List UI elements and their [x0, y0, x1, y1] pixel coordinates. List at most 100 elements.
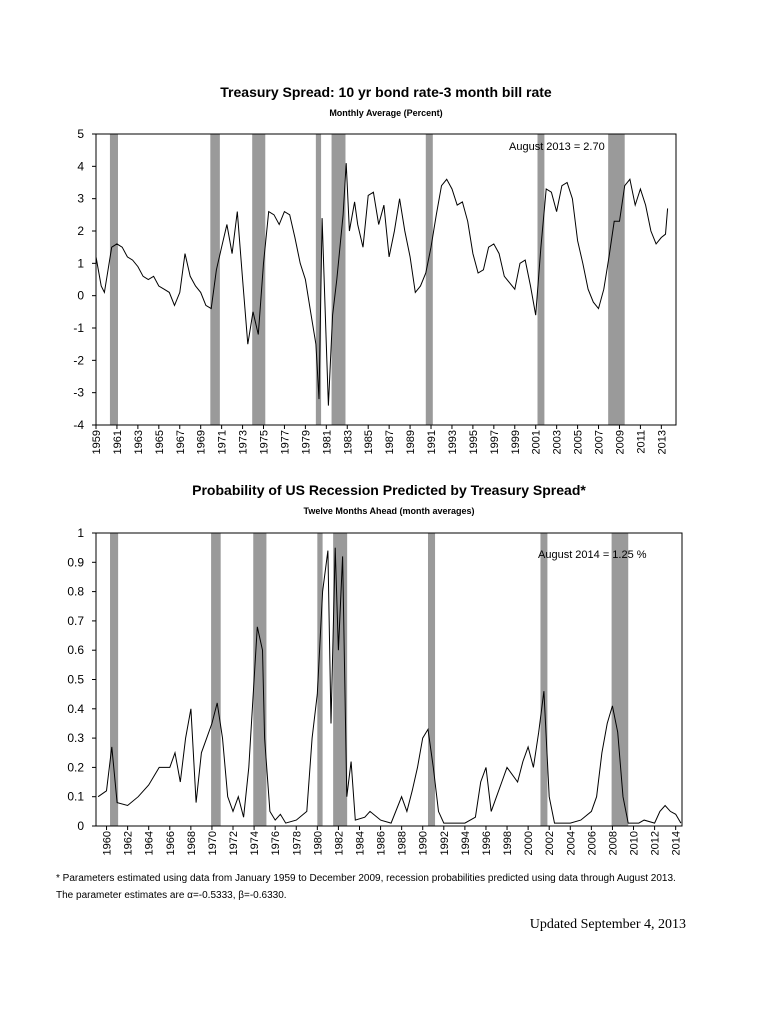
x-tick-label: 1987	[384, 430, 396, 454]
y-tick-label: 2	[77, 224, 84, 238]
x-tick-label: 1984	[354, 831, 366, 855]
x-tick-label: 2012	[650, 831, 662, 855]
recession-band	[425, 134, 433, 425]
y-tick-label: 5	[77, 127, 84, 141]
x-tick-label: 2001	[531, 430, 543, 454]
x-tick-label: 1959	[91, 430, 103, 454]
x-tick-label: 1993	[447, 430, 459, 454]
recession-band	[611, 533, 629, 826]
x-tick-label: 2003	[552, 430, 564, 454]
x-tick-label: 1975	[259, 430, 271, 454]
x-tick-label: 1991	[426, 430, 438, 454]
y-tick-label: 4	[77, 159, 84, 173]
recession-band	[317, 533, 323, 826]
x-tick-label: 2011	[635, 430, 647, 454]
data-line	[97, 547, 682, 824]
x-tick-label: 1981	[321, 430, 333, 454]
annotation: August 2014 = 1.25 %	[538, 549, 647, 561]
chart-title: Probability of US Recession Predicted by…	[192, 482, 586, 498]
x-tick-label: 1964	[144, 831, 156, 855]
y-tick-label: 0.6	[67, 643, 84, 657]
x-tick-label: 1980	[312, 831, 324, 855]
chart-subtitle: Twelve Months Ahead (month averages)	[303, 506, 474, 516]
y-tick-label: 0.5	[67, 673, 84, 687]
recession-band	[537, 134, 545, 425]
recession-band	[608, 134, 625, 425]
x-tick-label: 2008	[607, 831, 619, 855]
y-tick-label: 0	[77, 289, 84, 303]
x-tick-label: 2014	[671, 831, 683, 855]
x-tick-label: 1990	[418, 831, 430, 855]
x-tick-label: 2007	[594, 430, 606, 454]
x-tick-label: 2000	[523, 831, 535, 855]
x-tick-label: 1963	[133, 430, 145, 454]
recession-band	[253, 533, 267, 826]
recession-band	[211, 533, 221, 826]
x-tick-label: 2013	[656, 430, 668, 454]
y-tick-label: 1	[77, 526, 84, 540]
x-tick-label: 1961	[112, 430, 124, 454]
recession-band	[109, 134, 118, 425]
x-tick-label: 1971	[217, 430, 229, 454]
x-tick-label: 1977	[279, 430, 291, 454]
x-tick-label: 1962	[123, 831, 135, 855]
data-line	[95, 163, 669, 406]
y-tick-label: 0.9	[67, 555, 84, 569]
y-tick-label: 0.4	[67, 702, 84, 716]
x-tick-label: 1985	[363, 430, 375, 454]
plot-frame	[95, 133, 677, 426]
x-tick-label: 2005	[573, 430, 585, 454]
x-tick-label: 1992	[439, 831, 451, 855]
x-tick-label: 1978	[291, 831, 303, 855]
x-tick-label: 1989	[405, 430, 417, 454]
x-tick-label: 1996	[481, 831, 493, 855]
recession-band	[110, 533, 119, 826]
x-tick-label: 1960	[102, 831, 114, 855]
y-tick-label: 0.1	[67, 790, 84, 804]
x-tick-label: 1972	[228, 831, 240, 855]
recession-band	[331, 134, 346, 425]
x-tick-label: 1983	[342, 430, 354, 454]
x-tick-label: 2004	[565, 831, 577, 855]
chart-title: Treasury Spread: 10 yr bond rate-3 month…	[220, 84, 552, 100]
x-tick-label: 1965	[154, 430, 166, 454]
y-tick-label: -4	[73, 418, 84, 432]
x-tick-label: 1976	[270, 831, 282, 855]
y-tick-label: 0	[77, 819, 84, 833]
recession-band	[540, 533, 548, 826]
x-tick-label: 1966	[165, 831, 177, 855]
chart-subtitle: Monthly Average (Percent)	[329, 108, 442, 118]
x-tick-label: 2006	[586, 831, 598, 855]
y-tick-label: 3	[77, 192, 84, 206]
updated-note: Updated September 4, 2013	[530, 917, 686, 932]
y-tick-label: -1	[73, 321, 84, 335]
x-tick-label: 1994	[460, 831, 472, 855]
x-tick-label: 2002	[544, 831, 556, 855]
x-tick-label: 1997	[489, 430, 501, 454]
x-tick-label: 1973	[238, 430, 250, 454]
x-tick-label: 1969	[196, 430, 208, 454]
y-tick-label: -3	[73, 386, 84, 400]
y-tick-label: 1	[77, 256, 84, 270]
x-tick-label: 1979	[300, 430, 312, 454]
x-tick-label: 1982	[333, 831, 345, 855]
x-tick-label: 2009	[614, 430, 626, 454]
footnote: The parameter estimates are α=-0.5333, β…	[56, 890, 287, 901]
y-tick-label: 0.3	[67, 731, 84, 745]
y-tick-label: 0.7	[67, 614, 84, 628]
annotation: August 2013 = 2.70	[509, 141, 605, 153]
x-tick-label: 1995	[468, 430, 480, 454]
x-tick-label: 1999	[510, 430, 522, 454]
x-tick-label: 1974	[249, 831, 261, 855]
x-tick-label: 1968	[186, 831, 198, 855]
y-tick-label: -2	[73, 353, 84, 367]
x-tick-label: 1988	[397, 831, 409, 855]
y-tick-label: 0.2	[67, 760, 84, 774]
x-tick-label: 1998	[502, 831, 514, 855]
recession-band	[427, 533, 436, 826]
x-tick-label: 1970	[207, 831, 219, 855]
plot-frame	[95, 532, 683, 827]
x-tick-label: 1967	[175, 430, 187, 454]
